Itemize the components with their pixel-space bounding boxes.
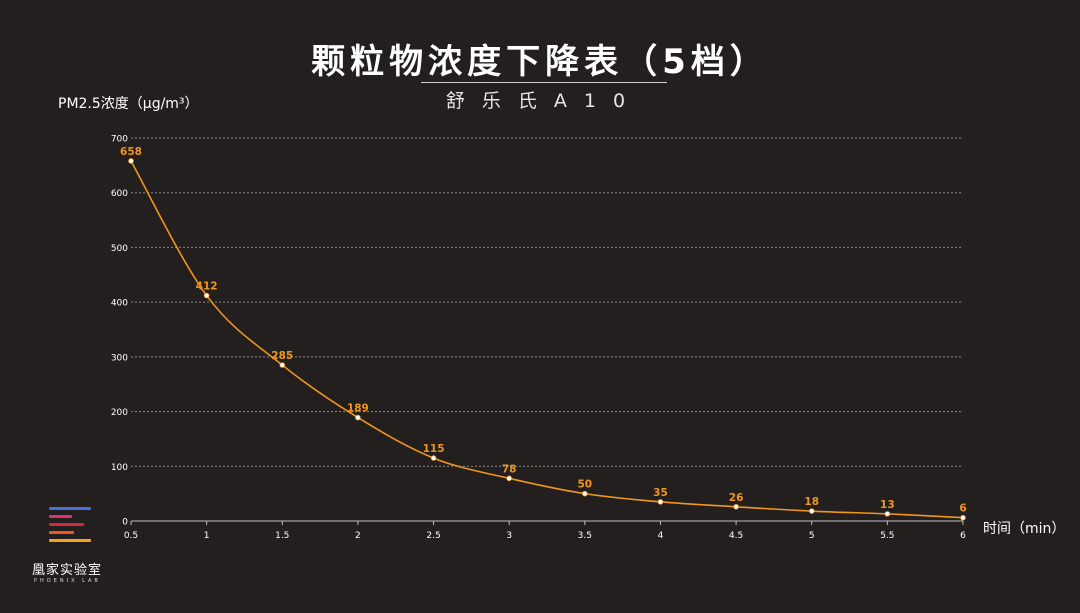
logo-bar: [49, 507, 91, 510]
data-label: 26: [729, 492, 744, 504]
data-point: [960, 514, 966, 521]
x-tick-label: 1: [204, 531, 210, 541]
y-tick-label: 700: [111, 135, 128, 145]
data-label: 13: [880, 499, 895, 511]
data-point: [430, 455, 437, 461]
data-point: [884, 511, 891, 517]
data-label: 6: [959, 503, 966, 515]
x-tick-label: 1.5: [275, 531, 289, 541]
y-tick-label: 400: [111, 299, 128, 309]
logo-name: 凰家实验室: [32, 563, 103, 578]
data-label: 658: [120, 146, 142, 158]
logo-bar: [49, 523, 84, 526]
x-axis-label: 时间（min）: [983, 521, 1066, 537]
data-label: 189: [347, 403, 369, 415]
data-label: 115: [423, 443, 445, 455]
data-point: [582, 490, 588, 497]
y-tick-label: 500: [111, 244, 128, 254]
x-tick-label: 0.5: [124, 531, 138, 541]
data-point: [506, 475, 512, 482]
y-axis-label: PM2.5浓度（μg/m³）: [58, 96, 199, 112]
x-tick-label: 3.5: [578, 531, 592, 541]
y-tick-label: 600: [111, 189, 128, 199]
logo-bar: [49, 515, 72, 518]
x-tick-label: 2: [355, 531, 361, 541]
data-point: [279, 362, 286, 368]
y-tick-label: 300: [111, 353, 128, 363]
data-point: [733, 503, 739, 510]
series-line: [130, 160, 964, 519]
logo-subname: PHOENIX LAB: [34, 578, 101, 584]
y-tick-label: 200: [111, 408, 128, 418]
x-tick-label: 3: [506, 531, 512, 541]
data-label: 18: [804, 496, 819, 508]
y-tick-label: 100: [111, 463, 128, 473]
x-tick-label: 5.5: [880, 531, 894, 541]
data-point: [657, 499, 664, 505]
x-tick-label: 4.5: [729, 531, 743, 541]
x-tick-label: 4: [658, 531, 664, 541]
data-point: [203, 292, 210, 299]
data-point: [808, 508, 815, 514]
title-divider: [421, 82, 667, 83]
data-label: 78: [502, 463, 517, 475]
y-tick-label: 0: [122, 518, 128, 528]
data-label: 285: [271, 350, 293, 362]
x-tick-label: 5: [809, 531, 815, 541]
data-label: 50: [578, 479, 593, 491]
data-point: [355, 414, 361, 421]
data-label: 412: [196, 281, 218, 293]
x-tick-label: 6: [960, 531, 966, 541]
logo-bar: [49, 539, 91, 542]
chart-subtitle: 舒乐氏A10: [445, 90, 643, 112]
logo-bar: [49, 531, 74, 534]
data-point: [128, 158, 134, 164]
x-tick-label: 2.5: [426, 531, 440, 541]
chart-title: 颗粒物浓度下降表（5档）: [311, 42, 769, 82]
phoenix-lab-logo: 凰家实验室 PHOENIX LAB: [30, 505, 120, 605]
data-label: 35: [653, 487, 668, 499]
